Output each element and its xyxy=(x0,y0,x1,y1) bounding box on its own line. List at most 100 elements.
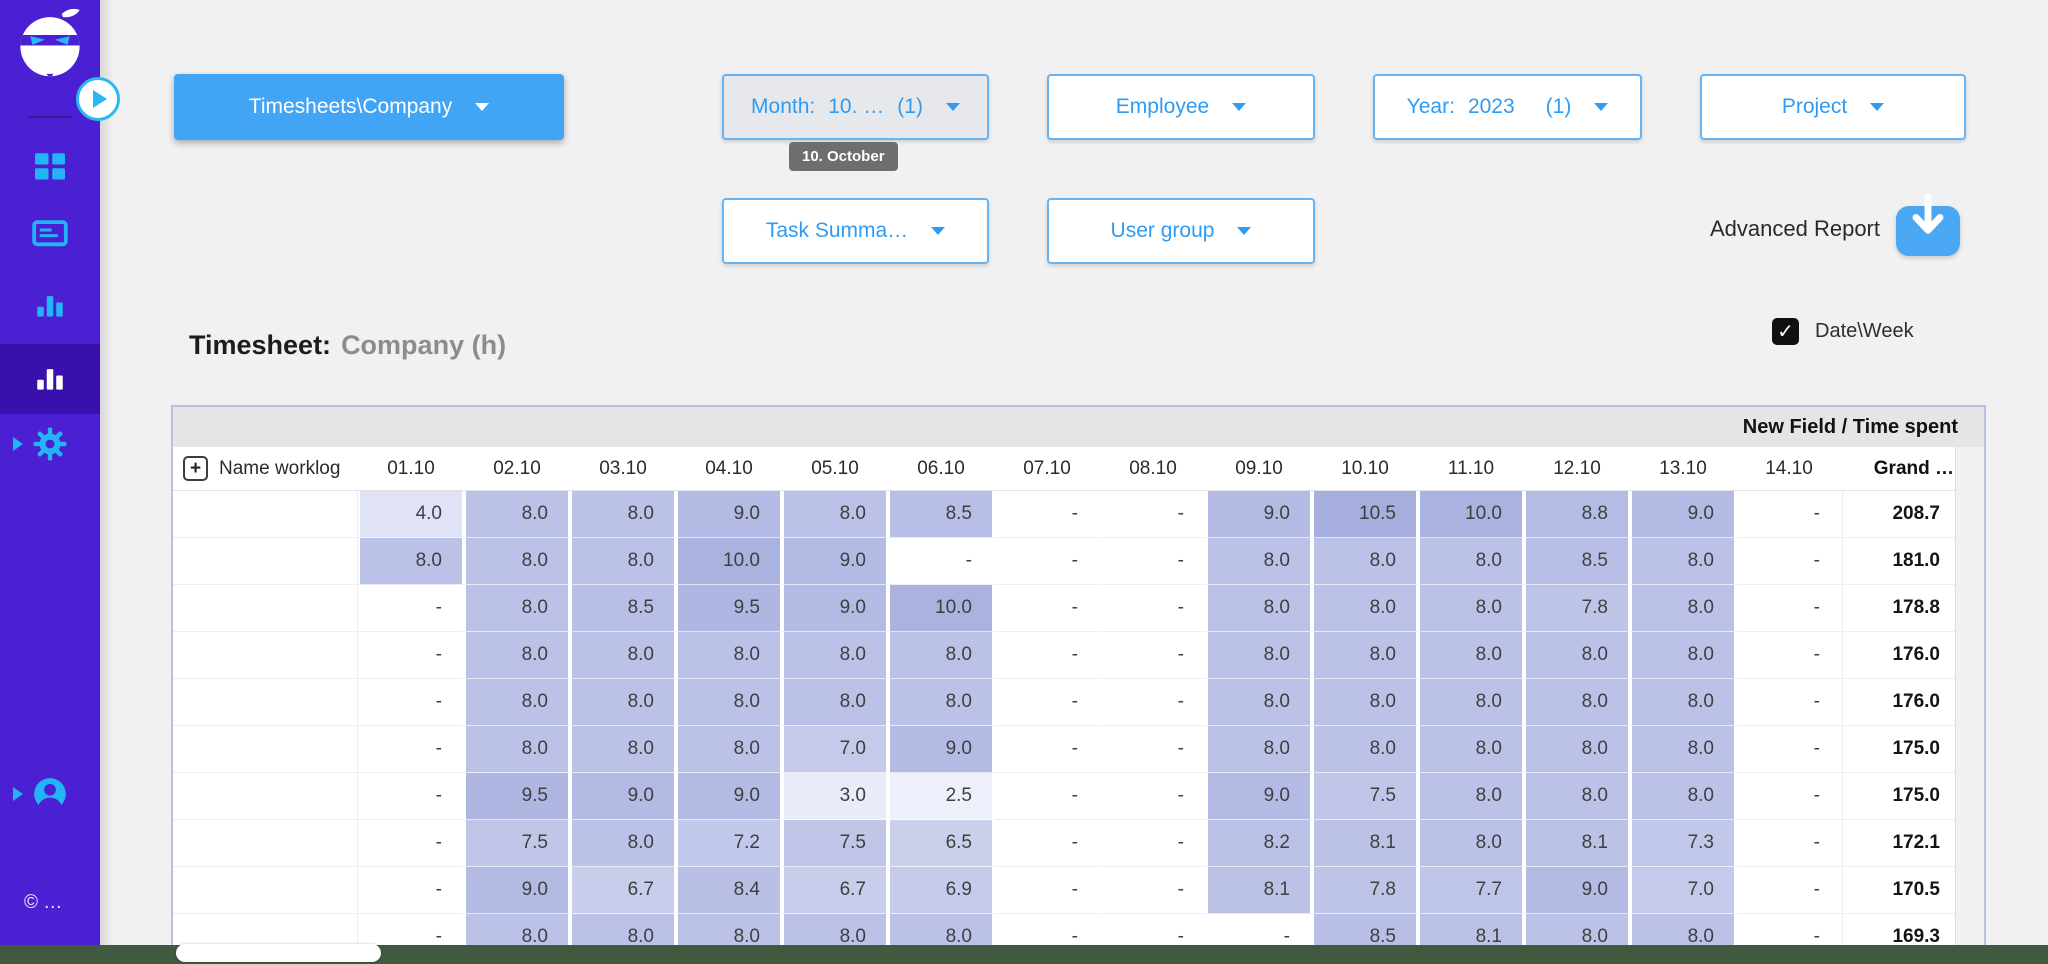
timesheet-value-cell: 3.0 xyxy=(782,773,888,820)
advanced-report-download-button[interactable] xyxy=(1896,193,1960,256)
timesheet-value-cell: - xyxy=(1736,726,1842,773)
timesheet-value-cell: 8.0 xyxy=(1418,632,1524,679)
timesheet-value-cell: - xyxy=(1736,538,1842,585)
date-column-header: 07.10 xyxy=(994,447,1100,491)
worklog-name-cell xyxy=(173,679,358,726)
sidebar-item-reports[interactable] xyxy=(0,284,100,328)
user-group-label: User group xyxy=(1110,219,1215,242)
project-filter-dropdown[interactable]: Project xyxy=(1700,74,1966,140)
timesheet-value-cell: - xyxy=(1100,491,1206,538)
timesheet-value-cell: - xyxy=(358,585,464,632)
timesheet-value-cell: 7.2 xyxy=(676,820,782,867)
date-week-toggle[interactable]: Date\Week xyxy=(1772,318,1914,345)
chevron-down-icon xyxy=(1594,103,1609,111)
timesheet-value-cell: 8.0 xyxy=(1206,726,1312,773)
user-group-dropdown[interactable]: User group xyxy=(1047,198,1315,264)
timesheet-value-cell: 8.2 xyxy=(1206,820,1312,867)
date-column-header: 06.10 xyxy=(888,447,994,491)
timesheet-value-cell: 8.0 xyxy=(464,632,570,679)
horizontal-scrollbar-thumb[interactable] xyxy=(176,944,381,962)
timesheet-value-cell: - xyxy=(1736,632,1842,679)
employee-filter-label: Employee xyxy=(1115,95,1210,118)
timesheet-value-cell: 8.1 xyxy=(1206,867,1312,914)
name-worklog-header-label: Name worklog xyxy=(219,457,341,479)
date-column-header: 13.10 xyxy=(1630,447,1736,491)
timesheet-value-cell: 8.0 xyxy=(464,679,570,726)
timesheet-value-cell: 9.0 xyxy=(1524,867,1630,914)
date-column-header: 04.10 xyxy=(676,447,782,491)
date-week-label: Date\Week xyxy=(1815,320,1914,342)
date-column-header: 12.10 xyxy=(1524,447,1630,491)
timesheet-value-cell: 8.0 xyxy=(1630,726,1736,773)
table-scrollbar-track[interactable] xyxy=(1955,447,1984,961)
timesheet-value-cell: - xyxy=(1100,538,1206,585)
date-column-header: 14.10 xyxy=(1736,447,1842,491)
timesheet-value-cell: 9.0 xyxy=(676,491,782,538)
timesheet-value-cell: 8.0 xyxy=(1524,726,1630,773)
ninja-logo-icon[interactable] xyxy=(13,6,87,80)
sidebar-item-board[interactable] xyxy=(0,212,100,256)
task-summary-label: Task Summa… xyxy=(765,219,909,242)
timesheet-value-cell: - xyxy=(1736,491,1842,538)
page-title: Timesheet: Company (h) xyxy=(189,330,506,361)
timesheet-value-cell: 8.0 xyxy=(358,538,464,585)
task-summary-dropdown[interactable]: Task Summa… xyxy=(722,198,989,264)
timesheet-value-cell: - xyxy=(1736,679,1842,726)
sidebar-expand-toggle[interactable] xyxy=(76,77,120,121)
timesheet-value-cell: - xyxy=(994,820,1100,867)
sidebar-item-account[interactable] xyxy=(0,772,100,816)
timesheet-value-cell: 8.0 xyxy=(1418,820,1524,867)
timesheet-value-cell: - xyxy=(994,867,1100,914)
timesheet-value-cell: 8.0 xyxy=(888,679,994,726)
sidebar: © … xyxy=(0,0,100,945)
name-worklog-header: + Name worklog xyxy=(173,447,358,491)
timesheet-value-cell: 8.0 xyxy=(570,632,676,679)
year-filter-count: (1) xyxy=(1545,95,1572,118)
timesheet-value-cell: - xyxy=(994,773,1100,820)
timesheet-value-cell: - xyxy=(994,491,1100,538)
account-expand-arrow-icon[interactable] xyxy=(13,787,23,801)
timesheet-value-cell: 8.0 xyxy=(1524,773,1630,820)
timesheet-value-cell: - xyxy=(1736,585,1842,632)
timesheet-value-cell: 9.0 xyxy=(464,867,570,914)
timesheet-value-cell: - xyxy=(1100,632,1206,679)
timesheet-value-cell: 8.0 xyxy=(1418,585,1524,632)
timesheet-value-cell: 8.5 xyxy=(1524,538,1630,585)
timesheet-value-cell: - xyxy=(1100,820,1206,867)
timesheet-value-cell: - xyxy=(1736,867,1842,914)
timesheet-value-cell: 7.8 xyxy=(1524,585,1630,632)
timesheet-value-cell: - xyxy=(994,632,1100,679)
expand-all-button[interactable]: + xyxy=(183,456,208,481)
chevron-down-icon xyxy=(931,227,946,235)
timesheet-value-cell: 7.0 xyxy=(1630,867,1736,914)
advanced-report-label: Advanced Report xyxy=(1710,216,1880,241)
timesheet-value-cell: 8.0 xyxy=(1206,585,1312,632)
timesheet-value-cell: 8.0 xyxy=(1418,538,1524,585)
sidebar-item-dashboard[interactable] xyxy=(0,144,100,188)
timesheet-value-cell: 8.4 xyxy=(676,867,782,914)
timesheet-value-cell: - xyxy=(1736,820,1842,867)
sidebar-item-settings[interactable] xyxy=(0,422,100,466)
timesheet-value-cell: 10.5 xyxy=(1312,491,1418,538)
timesheet-value-cell: 8.0 xyxy=(570,726,676,773)
sidebar-item-timesheet-reports[interactable] xyxy=(0,357,100,401)
timesheet-value-cell: - xyxy=(358,679,464,726)
report-selector-dropdown[interactable]: Timesheets\Company xyxy=(174,74,564,140)
year-filter-dropdown[interactable]: Year: 2023 (1) xyxy=(1373,74,1642,140)
gear-icon xyxy=(33,427,67,461)
grand-total-cell: 176.0 xyxy=(1842,679,1984,726)
date-column-header: 01.10 xyxy=(358,447,464,491)
date-week-checkbox[interactable] xyxy=(1772,318,1799,345)
year-filter-value: 2023 xyxy=(1467,95,1515,118)
employee-filter-dropdown[interactable]: Employee xyxy=(1047,74,1315,140)
timesheet-value-cell: - xyxy=(994,538,1100,585)
timesheet-value-cell: 9.0 xyxy=(888,726,994,773)
settings-expand-arrow-icon[interactable] xyxy=(13,437,23,451)
month-filter-dropdown[interactable]: Month: 10. … (1) xyxy=(722,74,989,140)
timesheet-value-cell: - xyxy=(1100,867,1206,914)
timesheet-value-cell: 8.0 xyxy=(464,538,570,585)
chevron-down-icon xyxy=(475,103,490,111)
timesheet-value-cell: 8.0 xyxy=(464,585,570,632)
timesheet-value-cell: - xyxy=(1736,773,1842,820)
